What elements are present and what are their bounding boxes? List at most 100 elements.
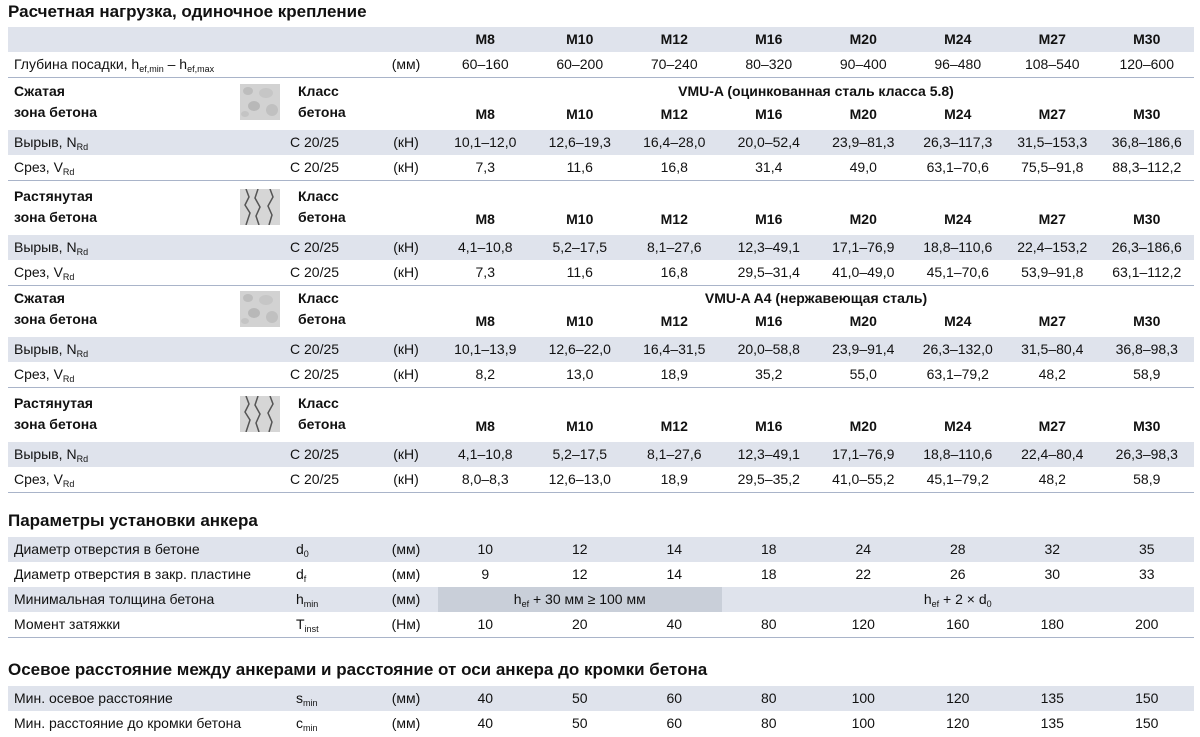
size-header: M10 bbox=[566, 313, 594, 329]
size-row: M8 M10 M12 M16 M20 M24 M27 M30 bbox=[438, 311, 1194, 332]
size-header: M12 bbox=[660, 211, 688, 227]
unit-label: (мм) bbox=[391, 715, 421, 731]
shear-row: Срез, VRd C 20/25 (кН) 8,2 13,0 18,9 35,… bbox=[8, 362, 1194, 388]
param-value: 40 bbox=[438, 686, 533, 711]
load-value: 22,4–80,4 bbox=[1005, 442, 1100, 467]
thickness-formula-small: hef + 30 мм ≥ 100 мм bbox=[438, 587, 722, 612]
param-value: 28 bbox=[910, 537, 1005, 562]
load-value: 10,1–12,0 bbox=[438, 130, 533, 155]
concrete-class: C 20/25 bbox=[290, 362, 374, 388]
compressed-concrete-icon bbox=[240, 291, 280, 327]
unit-label: (Нм) bbox=[374, 612, 438, 638]
param-symbol: hmin bbox=[290, 587, 374, 612]
unit-label: (мм) bbox=[374, 587, 438, 612]
load-value: 49,0 bbox=[816, 155, 911, 181]
unit-label: (кН) bbox=[374, 362, 438, 388]
unit-label: (мм) bbox=[374, 537, 438, 562]
param-value: 20 bbox=[532, 612, 627, 638]
load-value: 12,3–49,1 bbox=[721, 442, 816, 467]
concrete-class: C 20/25 bbox=[290, 235, 374, 260]
param-symbol: Tinst bbox=[290, 612, 374, 638]
depth-label: Глубина посадки, hef,min – hef,max bbox=[8, 52, 374, 78]
size-header: M16 bbox=[755, 211, 783, 227]
size-header: M24 bbox=[944, 418, 972, 434]
load-value: 18,9 bbox=[627, 362, 722, 388]
size-row: M8 M10 M12 M16 M20 M24 M27 M30 bbox=[438, 416, 1194, 437]
param-value: 80 bbox=[721, 686, 816, 711]
load-value: 17,1–76,9 bbox=[816, 442, 911, 467]
size-header: M8 bbox=[475, 211, 495, 227]
load-value: 18,8–110,6 bbox=[910, 442, 1005, 467]
load-table-block2: Вырыв, NRd C 20/25 (кН) 4,1–10,8 5,2–17,… bbox=[8, 235, 1194, 286]
concrete-class: C 20/25 bbox=[290, 260, 374, 286]
section-title-design-load: Расчетная нагрузка, одиночное крепление bbox=[8, 2, 367, 21]
zone-header-tension: Растянутая зона бетона Класс бетона M8 M10… bbox=[8, 185, 1194, 235]
param-value: 180 bbox=[1005, 612, 1100, 638]
load-value: 26,3–186,6 bbox=[1099, 235, 1194, 260]
load-value: 48,2 bbox=[1005, 362, 1100, 388]
shear-row: Срез, VRd C 20/25 (кН) 7,3 11,6 16,8 31,… bbox=[8, 155, 1194, 181]
param-value: 40 bbox=[627, 612, 722, 638]
load-value: 48,2 bbox=[1005, 467, 1100, 493]
size-header: M27 bbox=[1005, 27, 1100, 52]
size-header: M10 bbox=[566, 211, 594, 227]
load-value: 23,9–81,3 bbox=[816, 130, 911, 155]
load-table-block1: Вырыв, NRd C 20/25 (кН) 10,1–12,0 12,6–1… bbox=[8, 130, 1194, 181]
shear-label: Срез, VRd bbox=[8, 362, 290, 388]
depth-value: 80–320 bbox=[721, 52, 816, 78]
load-value: 8,0–8,3 bbox=[438, 467, 533, 493]
load-value: 26,3–132,0 bbox=[910, 337, 1005, 362]
concrete-class: C 20/25 bbox=[290, 467, 374, 493]
param-value: 33 bbox=[1138, 566, 1155, 582]
load-value: 26,3–117,3 bbox=[910, 130, 1005, 155]
zone-header-tension-a4: Растянутая зона бетона Класс бетона M8 M10… bbox=[8, 392, 1194, 442]
param-label: Диаметр отверстия в закр. пластине bbox=[14, 566, 252, 582]
param-label: Момент затяжки bbox=[8, 612, 290, 638]
param-symbol: df bbox=[296, 566, 307, 584]
load-value: 29,5–31,4 bbox=[721, 260, 816, 286]
pullout-row: Вырыв, NRd C 20/25 (кН) 4,1–10,8 5,2–17,… bbox=[8, 442, 1194, 467]
load-value: 4,1–10,8 bbox=[438, 235, 533, 260]
zone-label: Сжатая зона бетона bbox=[14, 83, 98, 120]
pullout-row: Вырыв, NRd C 20/25 (кН) 10,1–12,0 12,6–1… bbox=[8, 130, 1194, 155]
unit-label: (мм) bbox=[374, 52, 438, 78]
size-header: M30 bbox=[1133, 313, 1161, 329]
concrete-class: C 20/25 bbox=[290, 130, 374, 155]
size-header: M27 bbox=[1038, 418, 1066, 434]
param-value: 35 bbox=[1099, 537, 1194, 562]
param-value: 14 bbox=[666, 566, 683, 582]
size-header: M30 bbox=[1133, 418, 1161, 434]
size-header: M30 bbox=[1133, 106, 1161, 122]
unit-label: (кН) bbox=[374, 337, 438, 362]
size-header: M27 bbox=[1038, 313, 1066, 329]
min-concrete-thickness-row: Минимальная толщина бетона hmin (мм) hef… bbox=[8, 587, 1194, 612]
unit-label: (кН) bbox=[374, 260, 438, 286]
load-value: 16,8 bbox=[627, 155, 722, 181]
steel-type-label: VMU-A (оцинкованная сталь класса 5.8) bbox=[678, 83, 954, 99]
load-value: 16,4–31,5 bbox=[627, 337, 722, 362]
param-value: 18 bbox=[721, 537, 816, 562]
load-value: 18,8–110,6 bbox=[910, 235, 1005, 260]
load-value: 7,3 bbox=[438, 155, 533, 181]
depth-row: Глубина посадки, hef,min – hef,max (мм) … bbox=[8, 52, 1194, 78]
param-value: 18 bbox=[760, 566, 777, 582]
load-value: 31,4 bbox=[721, 155, 816, 181]
unit-label: (мм) bbox=[391, 566, 421, 582]
zone-label: Растянутая зона бетона bbox=[14, 395, 98, 432]
thickness-formula-large: hef + 2 × d0 bbox=[721, 587, 1194, 612]
param-value: 32 bbox=[1005, 537, 1100, 562]
param-value: 200 bbox=[1099, 612, 1194, 638]
param-value: 135 bbox=[1040, 715, 1064, 731]
size-header: M10 bbox=[566, 418, 594, 434]
param-value: 40 bbox=[477, 715, 494, 731]
param-value: 12 bbox=[532, 537, 627, 562]
param-value: 9 bbox=[481, 566, 490, 582]
size-header: M16 bbox=[755, 418, 783, 434]
param-symbol: smin bbox=[290, 686, 374, 711]
param-value: 22 bbox=[855, 566, 872, 582]
concrete-class-label: Класс бетона bbox=[298, 83, 346, 120]
depth-value: 60–160 bbox=[438, 52, 533, 78]
load-value: 63,1–70,6 bbox=[910, 155, 1005, 181]
hole-diameter-plate-row: Диаметр отверстия в закр. пластине df (м… bbox=[8, 562, 1194, 587]
load-value: 5,2–17,5 bbox=[532, 442, 627, 467]
